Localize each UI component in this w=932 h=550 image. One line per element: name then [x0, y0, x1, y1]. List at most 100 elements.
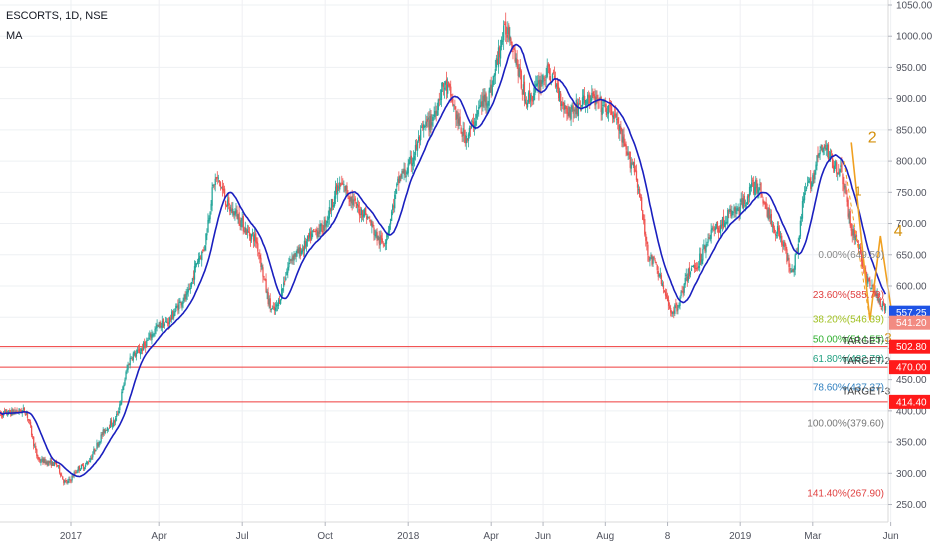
- candle-body: [849, 211, 851, 226]
- candle-body: [379, 236, 381, 246]
- candle-body: [110, 419, 113, 426]
- candle-body: [758, 187, 760, 192]
- candle-body: [479, 105, 481, 109]
- candle-body: [513, 48, 515, 50]
- candle-body: [107, 428, 110, 430]
- candle-body: [851, 228, 853, 236]
- candle-body: [97, 443, 99, 446]
- candle-body: [117, 413, 119, 415]
- candle-body: [211, 187, 213, 206]
- candle-body: [759, 184, 761, 186]
- candle-body: [587, 94, 589, 105]
- fib-level-label[interactable]: 0.00%(649.50): [818, 250, 884, 261]
- candle-body: [639, 197, 642, 199]
- candle-body: [415, 144, 418, 150]
- candle-body: [412, 157, 415, 164]
- candle-body: [6, 409, 8, 415]
- candle-body: [665, 294, 668, 298]
- candle-body: [143, 342, 145, 351]
- candle-body: [647, 244, 649, 256]
- fib-level-label[interactable]: 23.60%(585.79): [813, 290, 884, 301]
- candle-body: [708, 237, 710, 240]
- price-axis-label: 650.00: [896, 250, 927, 261]
- candle-body: [134, 352, 137, 357]
- candle-body: [691, 265, 694, 267]
- price-axis-label: 300.00: [896, 469, 927, 480]
- candle-body: [159, 321, 161, 328]
- candle-body: [505, 21, 507, 35]
- fib-level-label[interactable]: 141.40%(267.90): [807, 488, 884, 499]
- candle-body: [298, 247, 300, 254]
- candle-body: [455, 110, 457, 120]
- candle-body: [878, 299, 880, 303]
- candle-body: [813, 172, 815, 180]
- fibonacci-levels[interactable]: 0.00%(649.50) 23.60%(585.79) 38.20%(546.39…: [807, 250, 884, 499]
- price-tag-box: [889, 360, 930, 375]
- candle-body: [487, 104, 489, 106]
- candle-body: [767, 209, 769, 220]
- candle-body: [466, 138, 469, 141]
- candle-body: [367, 216, 369, 219]
- candle-body: [8, 410, 10, 414]
- fib-level-label[interactable]: 50.00%(514.55): [813, 334, 884, 345]
- candle-body: [102, 429, 104, 435]
- candle-body: [814, 169, 816, 180]
- price-axis-label: 350.00: [896, 438, 927, 449]
- candle-body: [375, 231, 377, 237]
- candle-body: [87, 461, 89, 464]
- candle-body: [175, 305, 177, 312]
- candle-body: [685, 274, 687, 277]
- candle-body: [454, 106, 456, 110]
- candle-body: [339, 182, 341, 190]
- candle-body: [40, 461, 42, 463]
- candle-body: [514, 49, 516, 62]
- candle-body: [738, 209, 740, 215]
- candle-body: [522, 84, 525, 95]
- candle-body: [652, 256, 654, 264]
- fib-level-label[interactable]: 61.80%(482.70): [813, 354, 884, 365]
- candle-body: [78, 466, 80, 470]
- candle-body: [12, 409, 14, 414]
- candle-body: [378, 237, 380, 244]
- candle-body: [262, 267, 264, 277]
- candle-body: [53, 461, 56, 466]
- time-axis-label: 2017: [60, 531, 83, 542]
- candle-body: [571, 105, 573, 110]
- candle-body: [293, 253, 295, 261]
- candle-body: [103, 429, 105, 434]
- candle-body: [258, 252, 260, 254]
- candle-body: [817, 153, 819, 158]
- candle-body: [714, 227, 716, 231]
- candle-body: [242, 215, 244, 232]
- candle-body: [651, 255, 653, 265]
- candle-body: [601, 107, 603, 115]
- candle-body: [634, 169, 637, 171]
- candle-body: [483, 94, 485, 101]
- fib-level-label[interactable]: 100.00%(379.60): [807, 419, 884, 430]
- candle-body: [449, 84, 451, 88]
- candle-body: [129, 357, 131, 366]
- candle-body: [850, 223, 852, 231]
- time-axis-label: 8: [665, 531, 671, 542]
- fib-level-label[interactable]: 78.60%(437.37): [813, 383, 884, 394]
- candle-body: [400, 173, 402, 178]
- candle-body: [779, 230, 781, 238]
- candle-body: [177, 304, 179, 311]
- candle-body: [413, 155, 416, 160]
- fib-level-label[interactable]: 38.20%(546.39): [813, 314, 884, 325]
- candle-body: [372, 222, 374, 227]
- symbol-title[interactable]: ESCORTS, 1D, NSE: [6, 10, 108, 22]
- candle-body: [108, 427, 111, 429]
- candle-body: [279, 299, 282, 304]
- candle-body: [376, 232, 378, 241]
- candle-body: [342, 183, 344, 185]
- candle-body: [14, 410, 16, 413]
- candle-body: [468, 127, 471, 136]
- candle-body: [410, 155, 412, 166]
- time-axis[interactable]: 2017 Apr Jul Oct 2018 Apr Jun Aug 8 2019 Mar Jun: [0, 521, 899, 542]
- price-axis[interactable]: 250.00300.00350.00400.00450.00500.00550.…: [887, 0, 932, 522]
- wave-label: 2: [868, 129, 877, 146]
- candle-body: [181, 302, 183, 307]
- indicator-legend-ma[interactable]: MA: [6, 30, 23, 42]
